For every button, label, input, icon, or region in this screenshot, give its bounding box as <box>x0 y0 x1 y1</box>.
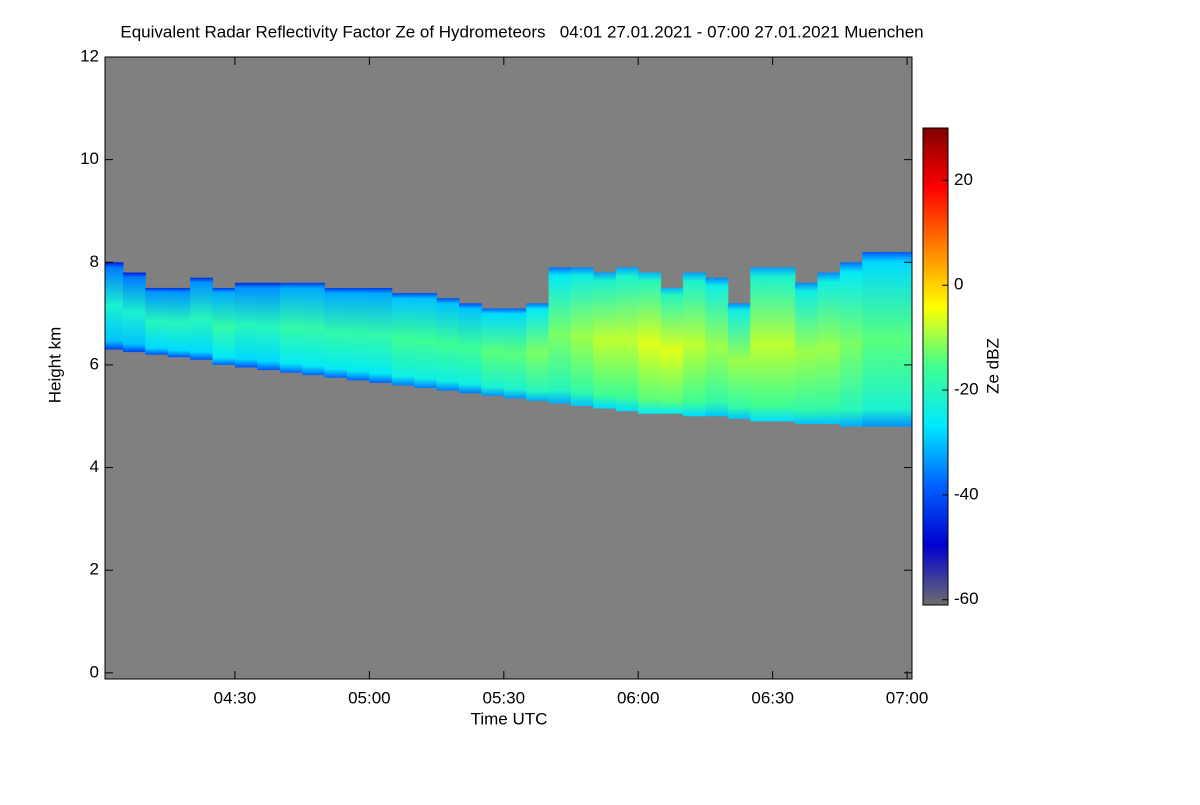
plot-frame <box>104 56 913 680</box>
colorbar-tick-label: 0 <box>954 275 963 294</box>
cloud-column <box>526 303 550 401</box>
cloud-column <box>369 287 393 383</box>
y-tick-label: 8 <box>90 252 99 271</box>
cloud-column <box>660 287 684 414</box>
cloud-column <box>839 262 863 427</box>
cloud-column <box>190 277 214 360</box>
y-tick-label: 4 <box>90 457 99 476</box>
cloud-column <box>414 293 438 389</box>
x-tick-label: 06:30 <box>751 688 794 707</box>
cloud-column <box>593 272 617 409</box>
y-tick-label: 10 <box>80 149 99 168</box>
colorbar-tick-label: -20 <box>954 380 979 399</box>
colorbar-tick-label: -60 <box>954 589 979 608</box>
cloud-column <box>795 282 818 424</box>
colorbar <box>922 127 949 606</box>
cloud-column <box>212 287 236 365</box>
y-tick-label: 0 <box>90 662 99 681</box>
colorbar-label: Ze dBZ <box>983 338 1002 394</box>
cloud-column <box>145 287 169 355</box>
x-tick-label: 04:30 <box>214 688 257 707</box>
cloud-column <box>772 267 796 422</box>
cloud-column <box>615 267 639 412</box>
cloud-column <box>302 282 326 376</box>
cloud-column <box>884 252 913 427</box>
cloud-column <box>346 287 370 381</box>
colorbar-tick-label: -40 <box>954 484 979 503</box>
cloud-column <box>391 293 415 386</box>
x-tick-label: 05:00 <box>348 688 391 707</box>
y-tick-label: 2 <box>90 560 99 579</box>
colorbar-tick-label: 20 <box>954 170 973 189</box>
cloud-column <box>122 272 146 353</box>
y-axis-label: Height km <box>45 327 64 404</box>
x-tick-label: 05:30 <box>483 688 526 707</box>
y-tick-label: 6 <box>90 354 99 373</box>
cloud-column <box>683 272 706 417</box>
y-tick-label: 12 <box>80 46 99 65</box>
x-tick-label: 06:00 <box>617 688 660 707</box>
cloud-column <box>458 303 482 394</box>
cloud-column <box>481 308 505 396</box>
cloud-column <box>167 287 191 358</box>
x-axis-label: Time UTC <box>471 709 548 728</box>
cloud-column <box>436 298 460 391</box>
cloud-column <box>234 282 258 368</box>
cloud-column <box>105 262 124 350</box>
chart-title: Equivalent Radar Reflectivity Factor Ze … <box>120 22 923 41</box>
cloud-column <box>862 252 886 427</box>
cloud-column <box>257 282 281 371</box>
cloud-column <box>727 303 751 419</box>
cloud-column <box>817 272 841 424</box>
cloud-column <box>324 287 348 378</box>
cloud-column <box>638 272 662 414</box>
cloud-column <box>571 267 594 406</box>
cloud-column <box>705 277 729 417</box>
cloud-column <box>279 282 303 373</box>
cloud-column <box>750 267 774 422</box>
cloud-column <box>548 267 572 404</box>
x-tick-label: 07:00 <box>886 688 929 707</box>
cloud-column <box>503 308 527 399</box>
